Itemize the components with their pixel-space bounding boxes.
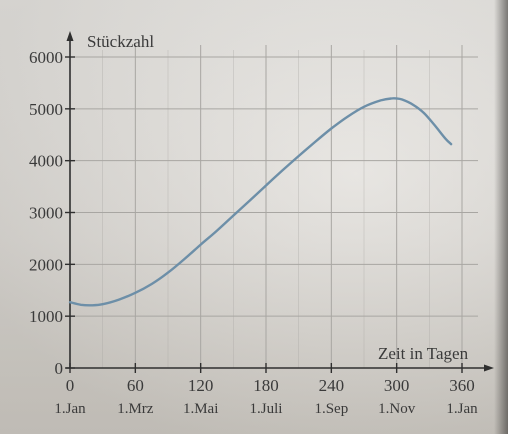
y-axis-title: Stückzahl bbox=[87, 32, 154, 51]
y-tick-label: 5000 bbox=[29, 100, 63, 119]
y-tick-label: 3000 bbox=[29, 204, 63, 223]
photo-edge-shadow bbox=[494, 0, 508, 434]
grid-lines bbox=[70, 45, 478, 368]
x-tick-label: 120 bbox=[188, 376, 214, 395]
y-tick-label: 1000 bbox=[29, 307, 63, 326]
x-date-label: 1.Jan bbox=[446, 401, 478, 417]
y-tick-label: 6000 bbox=[29, 48, 63, 67]
x-axis-arrow bbox=[484, 364, 494, 372]
x-tick-label: 0 bbox=[66, 376, 75, 395]
y-tick-label: 0 bbox=[55, 359, 64, 378]
x-tick-label: 300 bbox=[384, 376, 410, 395]
x-date-label: 1.Jan bbox=[54, 401, 86, 417]
series-line bbox=[68, 97, 453, 307]
x-tick-label: 180 bbox=[253, 376, 279, 395]
y-tick-label: 2000 bbox=[29, 255, 63, 274]
x-ticks: 0 1.Jan 60 1.Mrz 120 1.Mai 180 1.Juli 240 1.Sep 30… bbox=[54, 363, 478, 417]
y-axis-arrow bbox=[66, 31, 74, 41]
x-date-label: 1.Mai bbox=[183, 401, 218, 417]
y-tick-label: 4000 bbox=[29, 152, 63, 171]
x-tick-label: 60 bbox=[127, 376, 144, 395]
axes bbox=[66, 31, 494, 372]
x-date-label: 1.Mrz bbox=[117, 401, 154, 417]
y-ticks: 0 1000 2000 3000 4000 5000 6000 bbox=[29, 48, 75, 378]
x-tick-label: 240 bbox=[319, 376, 345, 395]
x-date-label: 1.Nov bbox=[378, 401, 416, 417]
x-tick-label: 360 bbox=[449, 376, 475, 395]
x-axis-title: Zeit in Tagen bbox=[378, 344, 469, 363]
x-date-label: 1.Juli bbox=[250, 401, 283, 417]
x-date-label: 1.Sep bbox=[314, 401, 348, 417]
